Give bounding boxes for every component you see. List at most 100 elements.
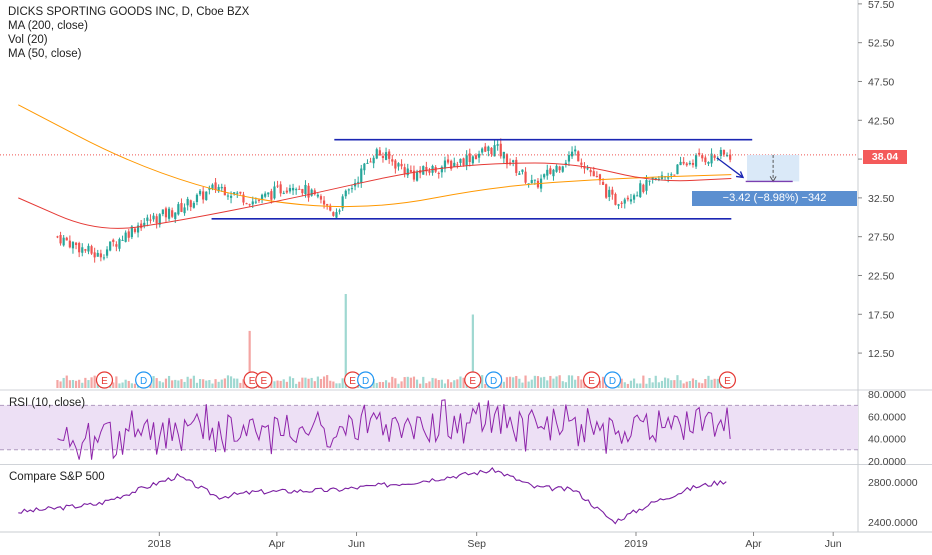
volume-bar xyxy=(564,382,567,388)
candle-body xyxy=(177,204,180,215)
candle-body xyxy=(270,191,273,200)
volume-bar xyxy=(84,377,87,388)
volume-bar xyxy=(233,378,236,388)
event-marker-label: D xyxy=(490,376,497,387)
volume-bar xyxy=(276,380,279,388)
candle-body xyxy=(360,168,363,183)
event-marker-label: E xyxy=(469,376,476,387)
volume-bar xyxy=(428,381,431,388)
candle-body xyxy=(87,245,90,252)
volume-bar xyxy=(502,381,505,388)
volume-bar xyxy=(208,380,211,388)
ma50-line xyxy=(18,162,732,229)
candle-body xyxy=(636,195,639,197)
volume-bar xyxy=(688,381,691,388)
rsi-label[interactable]: RSI (10, close) xyxy=(9,397,86,409)
volume-bar xyxy=(198,378,202,388)
volume-bar xyxy=(226,375,230,388)
candle-body xyxy=(338,210,341,212)
candle-body xyxy=(229,195,233,198)
rsi-line xyxy=(57,399,731,460)
volume-bar xyxy=(388,382,391,388)
volume-bar xyxy=(701,383,704,388)
candle-body xyxy=(515,159,518,173)
candle-body xyxy=(90,246,93,254)
volume-bar xyxy=(310,377,313,388)
event-marker-label: E xyxy=(724,376,731,387)
volume-bar xyxy=(505,377,509,388)
volume-bar xyxy=(698,382,701,388)
candle-body xyxy=(425,167,428,172)
trend-lines[interactable] xyxy=(211,138,800,220)
volume-bar xyxy=(301,377,304,388)
candle-body xyxy=(676,164,679,175)
time-tick-label: Jun xyxy=(348,538,365,550)
volume-bar xyxy=(239,382,242,388)
volume-bar xyxy=(316,376,319,388)
candle-body xyxy=(357,181,360,183)
volume-bar xyxy=(192,375,195,388)
candle-body xyxy=(722,150,726,155)
candle-body xyxy=(226,195,230,197)
candle-body xyxy=(174,212,177,219)
volume-bar xyxy=(567,375,571,388)
volume-bar xyxy=(375,382,378,388)
volume-bar xyxy=(164,378,168,388)
candle-body xyxy=(124,232,127,242)
candle-body xyxy=(629,199,633,202)
volume-bar xyxy=(394,378,397,388)
candle-body xyxy=(623,199,626,204)
legend-ma50[interactable]: MA (50, close) xyxy=(8,48,82,60)
candle-body xyxy=(605,184,608,198)
volume-bar xyxy=(704,378,707,388)
candle-body xyxy=(71,241,75,249)
volume-bar xyxy=(459,376,462,388)
candle-body xyxy=(239,191,242,194)
candle-body xyxy=(260,194,264,200)
volume-bar xyxy=(450,382,453,388)
candle-body xyxy=(133,228,137,232)
volume-bar xyxy=(115,376,118,388)
volume-bar xyxy=(570,375,574,388)
volume-bar xyxy=(217,381,220,388)
volume-bar xyxy=(341,378,344,388)
candle-body xyxy=(208,188,211,190)
compare-label[interactable]: Compare S&P 500 xyxy=(9,471,105,483)
candle-body xyxy=(682,161,685,164)
volume-bar xyxy=(443,383,447,388)
candle-body xyxy=(220,186,223,189)
candle-body xyxy=(140,223,143,229)
volume-bar xyxy=(642,375,645,388)
candle-body xyxy=(701,155,704,159)
volume-bar xyxy=(171,380,174,388)
time-tick-label: 2019 xyxy=(624,538,648,550)
candle-body xyxy=(428,170,431,173)
candle-body xyxy=(642,184,645,192)
candle-body xyxy=(391,159,394,162)
volume-bar xyxy=(549,375,552,388)
candle-body xyxy=(161,209,164,215)
candle-body xyxy=(598,174,602,181)
earnings-marker xyxy=(95,371,114,389)
legend-vol[interactable]: Vol (20) xyxy=(8,34,48,46)
volume-bar xyxy=(415,379,419,388)
volume-bar xyxy=(645,383,648,388)
volume-bar xyxy=(332,381,335,388)
measure-badge: −3.42 (−8.98%) −342 xyxy=(692,191,857,206)
rsi-series xyxy=(57,399,731,460)
volume-bar xyxy=(657,382,660,388)
candle-body xyxy=(474,155,478,160)
volume-bar xyxy=(273,381,276,388)
candle-body xyxy=(245,203,248,205)
candle-body xyxy=(332,212,335,216)
candle-body xyxy=(651,177,654,180)
legend-ma200[interactable]: MA (200, close) xyxy=(8,20,88,32)
candle-body xyxy=(102,257,106,259)
candle-body xyxy=(192,202,195,208)
volume-bar xyxy=(670,380,673,388)
candle-body xyxy=(198,190,202,195)
volume-bar xyxy=(660,380,664,388)
